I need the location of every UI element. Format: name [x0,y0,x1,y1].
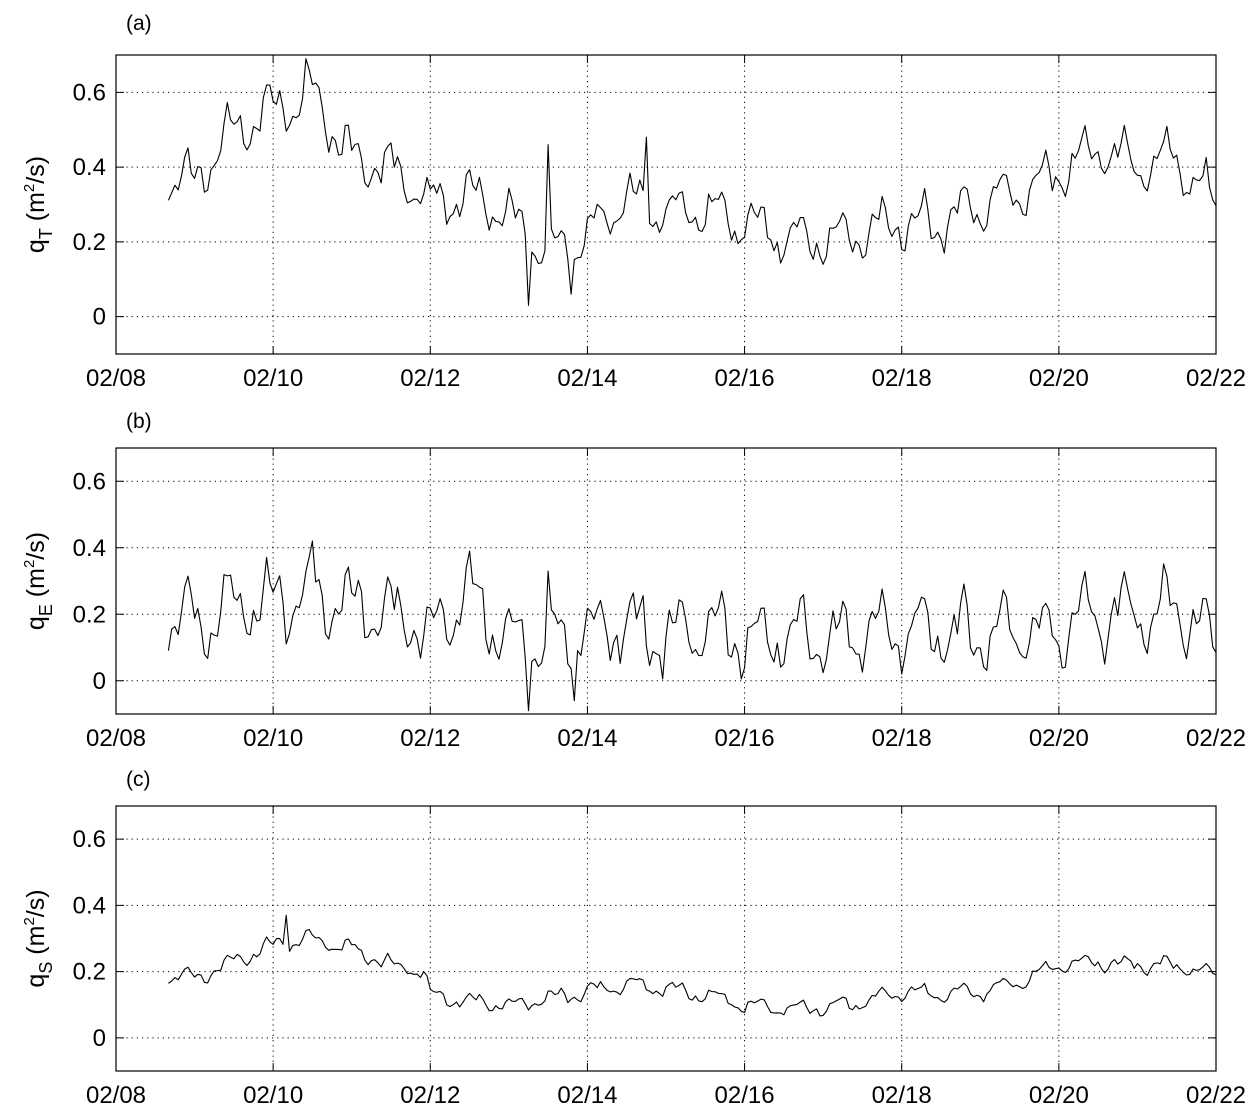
x-tick-label: 02/12 [400,725,460,752]
x-tick-label: 02/08 [86,1082,146,1107]
y-tick-label: 0.2 [73,959,106,986]
y-tick-label: 0 [93,1025,106,1052]
y-axis-label: qE (m2/s) [21,532,56,630]
panel-c: 02/08 02/10 02/12 02/14 02/16 02/18 02/20 02/22… [21,768,1246,1107]
x-tick-label: 02/10 [243,725,303,752]
x-tick-label: 02/12 [400,1082,460,1107]
y-tick-label: 0.6 [73,826,106,853]
panel-label: (b) [126,410,152,433]
x-tick-label: 02/22 [1186,725,1246,752]
x-tick-label: 02/14 [557,365,617,392]
x-tick-label: 02/14 [557,1082,617,1107]
y-tick-label: 0 [93,668,106,695]
x-tick-label: 02/10 [243,1082,303,1107]
x-tick-label: 02/08 [86,365,146,392]
y-axis-label: qT (m2/s) [21,156,56,253]
x-tick-label: 02/22 [1186,365,1246,392]
x-tick-label: 02/14 [557,725,617,752]
series-line [168,914,1217,1017]
series-line [167,58,1217,306]
panel-a: 02/08 02/10 02/12 02/14 02/16 02/18 02/20 02/22… [21,12,1246,392]
x-tick-label: 02/18 [872,1082,932,1107]
x-tick-label: 02/20 [1029,1082,1089,1107]
x-tick-label: 02/16 [715,365,775,392]
y-tick-label: 0.6 [73,79,106,106]
x-tick-label: 02/10 [243,365,303,392]
panel-label: (a) [126,12,152,35]
x-tick-label: 02/16 [715,725,775,752]
x-tick-label: 02/18 [872,725,932,752]
y-tick-label: 0.4 [73,535,106,562]
y-tick-label: 0.4 [73,154,106,181]
series-line [167,540,1217,712]
axes-frame [115,447,1217,715]
x-tick-label: 02/08 [86,725,146,752]
axes-frame [115,805,1217,1072]
panel-b: 02/08 02/10 02/12 02/14 02/16 02/18 02/20 02/22… [21,410,1246,752]
y-axis-label: qS (m2/s) [21,889,56,987]
y-tick-label: 0 [93,304,106,331]
x-tick-label: 02/16 [715,1082,775,1107]
x-tick-label: 02/20 [1029,725,1089,752]
x-tick-label: 02/12 [400,365,460,392]
y-tick-label: 0.2 [73,229,106,256]
y-tick-label: 0.2 [73,601,106,628]
y-tick-label: 0.4 [73,892,106,919]
x-tick-label: 02/22 [1186,1082,1246,1107]
x-tick-label: 02/18 [872,365,932,392]
axes-frame [115,54,1217,355]
x-tick-label: 02/20 [1029,365,1089,392]
y-tick-label: 0.6 [73,468,106,495]
panel-label: (c) [126,768,151,791]
